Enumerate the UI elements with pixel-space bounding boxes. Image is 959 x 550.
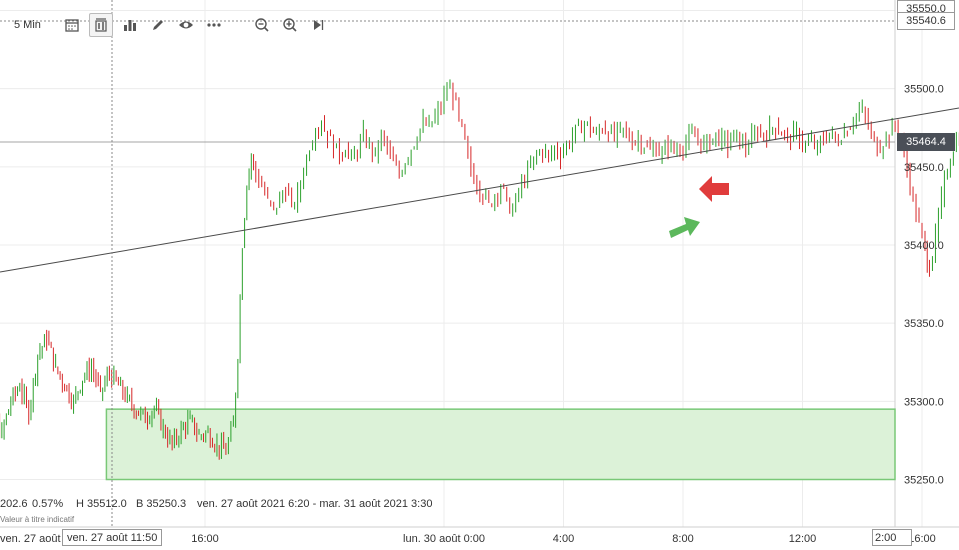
chart-toolbar: 5 Min — [0, 10, 329, 40]
info-low: B 35250.3 — [136, 498, 187, 510]
x-tick-label: 12:00 — [789, 533, 817, 545]
info-change-pct: 0.57% — [32, 498, 64, 510]
x-tick-label: 4:00 — [553, 533, 574, 545]
green-arrow-annotation[interactable] — [669, 217, 700, 238]
zoom-out-icon[interactable] — [251, 14, 273, 36]
timeframe-selector[interactable]: 5 Min — [14, 19, 41, 31]
scroll-to-end-icon[interactable] — [307, 14, 329, 36]
trendline[interactable] — [0, 107, 959, 273]
crosshair-price-label: 35540.6 — [897, 12, 955, 30]
y-axis: 35500.0 35450.0 35400.0 35350.0 35300.0 35250… — [904, 84, 944, 487]
more-options-icon[interactable] — [203, 14, 225, 36]
right-cut-time-label: 2:00 — [872, 529, 912, 546]
x-tick-label: 16:00 — [908, 533, 936, 545]
y-tick-label: 35250.0 — [904, 475, 944, 487]
info-high: H 35512.0 — [76, 498, 127, 510]
info-change-abs: 202.6 — [0, 498, 28, 510]
x-tick-label: lun. 30 août 0:00 — [403, 533, 485, 545]
info-range: ven. 27 août 2021 6:20 - mar. 31 août 20… — [197, 498, 433, 510]
y-tick-label: 35300.0 — [904, 396, 944, 408]
x-tick-label: ven. 27 août — [0, 533, 61, 545]
zoom-in-icon[interactable] — [279, 14, 301, 36]
y-tick-label: 35350.0 — [904, 318, 944, 330]
indicators-bar-icon[interactable] — [119, 14, 141, 36]
support-zone[interactable] — [105, 408, 896, 481]
calendar-icon[interactable] — [61, 14, 83, 36]
x-tick-label: 8:00 — [672, 533, 693, 545]
candlestick-type-icon[interactable] — [88, 13, 113, 37]
candles — [0, 79, 959, 460]
y-tick-label: 35500.0 — [904, 84, 944, 96]
x-tick-label: 16:00 — [191, 533, 219, 545]
crosshair-date-label: ven. 27 août 11:50 — [62, 529, 163, 546]
pencil-draw-icon[interactable] — [147, 14, 169, 36]
eye-icon[interactable] — [175, 14, 197, 36]
info-note: Valeur à titre indicatif — [0, 515, 75, 524]
y-tick-label: 35450.0 — [904, 162, 944, 174]
y-tick-label: 35400.0 — [904, 240, 944, 252]
last-price-label: 35464.4 — [897, 133, 955, 151]
red-arrow-annotation[interactable] — [699, 176, 729, 202]
x-axis: ven. 27 août 16:00 lun. 30 août 0:00 4:00 8:… — [0, 533, 936, 545]
